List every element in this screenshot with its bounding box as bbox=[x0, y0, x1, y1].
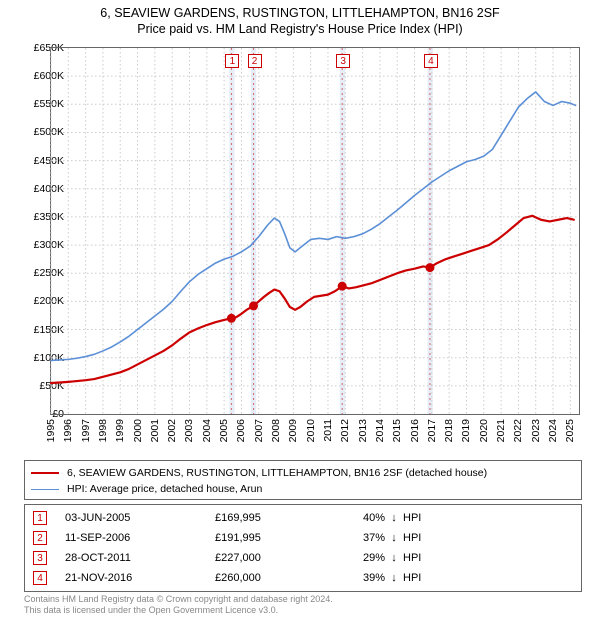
x-tick: 2025 bbox=[564, 419, 576, 442]
sale-number-marker: 4 bbox=[33, 571, 47, 585]
x-tick: 2001 bbox=[149, 419, 161, 442]
sale-number-marker: 2 bbox=[33, 531, 47, 545]
sale-marker: 2 bbox=[248, 54, 262, 68]
sale-marker: 4 bbox=[424, 54, 438, 68]
down-arrow-icon: ↓ bbox=[385, 572, 403, 584]
sale-number-marker: 1 bbox=[33, 511, 47, 525]
sales-row: 4 21-NOV-2016£260,00039%↓HPI bbox=[25, 568, 581, 588]
sale-hpi-label: HPI bbox=[403, 532, 443, 544]
legend-swatch bbox=[31, 472, 59, 474]
sale-hpi-label: HPI bbox=[403, 572, 443, 584]
sale-hpi-label: HPI bbox=[403, 552, 443, 564]
x-tick: 2005 bbox=[218, 419, 230, 442]
x-tick: 2024 bbox=[547, 419, 559, 442]
down-arrow-icon: ↓ bbox=[385, 532, 403, 544]
x-tick: 2004 bbox=[201, 419, 213, 442]
legend-item: 6, SEAVIEW GARDENS, RUSTINGTON, LITTLEHA… bbox=[31, 465, 575, 481]
chart-title: 6, SEAVIEW GARDENS, RUSTINGTON, LITTLEHA… bbox=[0, 0, 600, 36]
sale-number-marker: 3 bbox=[33, 551, 47, 565]
x-tick: 1996 bbox=[62, 419, 74, 442]
sale-price: £169,995 bbox=[215, 512, 345, 524]
x-tick: 2007 bbox=[253, 419, 265, 442]
x-tick: 2006 bbox=[235, 419, 247, 442]
sale-date: 28-OCT-2011 bbox=[65, 552, 215, 564]
legend-item: HPI: Average price, detached house, Arun bbox=[31, 481, 575, 497]
x-tick: 2008 bbox=[270, 419, 282, 442]
sale-pct: 37% bbox=[345, 532, 385, 544]
down-arrow-icon: ↓ bbox=[385, 512, 403, 524]
x-tick: 2012 bbox=[339, 419, 351, 442]
sale-date: 21-NOV-2016 bbox=[65, 572, 215, 584]
sale-pct: 29% bbox=[345, 552, 385, 564]
x-tick: 2016 bbox=[409, 419, 421, 442]
footer-line-2: This data is licensed under the Open Gov… bbox=[24, 605, 582, 616]
title-line-1: 6, SEAVIEW GARDENS, RUSTINGTON, LITTLEHA… bbox=[0, 6, 600, 20]
sale-hpi-label: HPI bbox=[403, 512, 443, 524]
footer-line-1: Contains HM Land Registry data © Crown c… bbox=[24, 594, 582, 605]
x-tick: 2020 bbox=[478, 419, 490, 442]
sale-pct: 39% bbox=[345, 572, 385, 584]
x-tick: 2013 bbox=[357, 419, 369, 442]
sale-marker: 1 bbox=[225, 54, 239, 68]
x-tick: 2002 bbox=[166, 419, 178, 442]
sales-row: 2 11-SEP-2006£191,99537%↓HPI bbox=[25, 528, 581, 548]
sale-price: £260,000 bbox=[215, 572, 345, 584]
x-tick: 2000 bbox=[132, 419, 144, 442]
x-tick: 2019 bbox=[460, 419, 472, 442]
sale-price: £191,995 bbox=[215, 532, 345, 544]
down-arrow-icon: ↓ bbox=[385, 552, 403, 564]
x-tick: 2017 bbox=[426, 419, 438, 442]
plot-area: 12 3 4 bbox=[50, 47, 580, 415]
x-tick: 2023 bbox=[530, 419, 542, 442]
legend: 6, SEAVIEW GARDENS, RUSTINGTON, LITTLEHA… bbox=[24, 460, 582, 500]
x-tick: 2003 bbox=[183, 419, 195, 442]
x-tick: 1995 bbox=[45, 419, 57, 442]
x-tick: 2011 bbox=[322, 419, 334, 442]
sale-marker: 3 bbox=[336, 54, 350, 68]
sales-row: 1 03-JUN-2005£169,99540%↓HPI bbox=[25, 508, 581, 528]
x-tick: 1997 bbox=[80, 419, 92, 442]
x-tick: 2010 bbox=[305, 419, 317, 442]
sale-pct: 40% bbox=[345, 512, 385, 524]
plot-svg bbox=[51, 48, 579, 414]
x-tick: 2009 bbox=[287, 419, 299, 442]
sales-table: 103-JUN-2005£169,99540%↓HPI211-SEP-2006£… bbox=[24, 504, 582, 592]
x-tick: 2014 bbox=[374, 419, 386, 442]
sale-price: £227,000 bbox=[215, 552, 345, 564]
legend-label: 6, SEAVIEW GARDENS, RUSTINGTON, LITTLEHA… bbox=[67, 467, 487, 479]
legend-label: HPI: Average price, detached house, Arun bbox=[67, 483, 262, 495]
x-tick: 2018 bbox=[443, 419, 455, 442]
x-tick: 1998 bbox=[97, 419, 109, 442]
chart-container: 6, SEAVIEW GARDENS, RUSTINGTON, LITTLEHA… bbox=[0, 0, 600, 620]
title-line-2: Price paid vs. HM Land Registry's House … bbox=[0, 22, 600, 36]
x-tick: 2022 bbox=[512, 419, 524, 442]
sale-date: 03-JUN-2005 bbox=[65, 512, 215, 524]
footer: Contains HM Land Registry data © Crown c… bbox=[24, 594, 582, 617]
x-tick: 2015 bbox=[391, 419, 403, 442]
sale-date: 11-SEP-2006 bbox=[65, 532, 215, 544]
x-tick: 2021 bbox=[495, 419, 507, 442]
x-tick: 1999 bbox=[114, 419, 126, 442]
sales-row: 3 28-OCT-2011£227,00029%↓HPI bbox=[25, 548, 581, 568]
legend-swatch bbox=[31, 489, 59, 490]
